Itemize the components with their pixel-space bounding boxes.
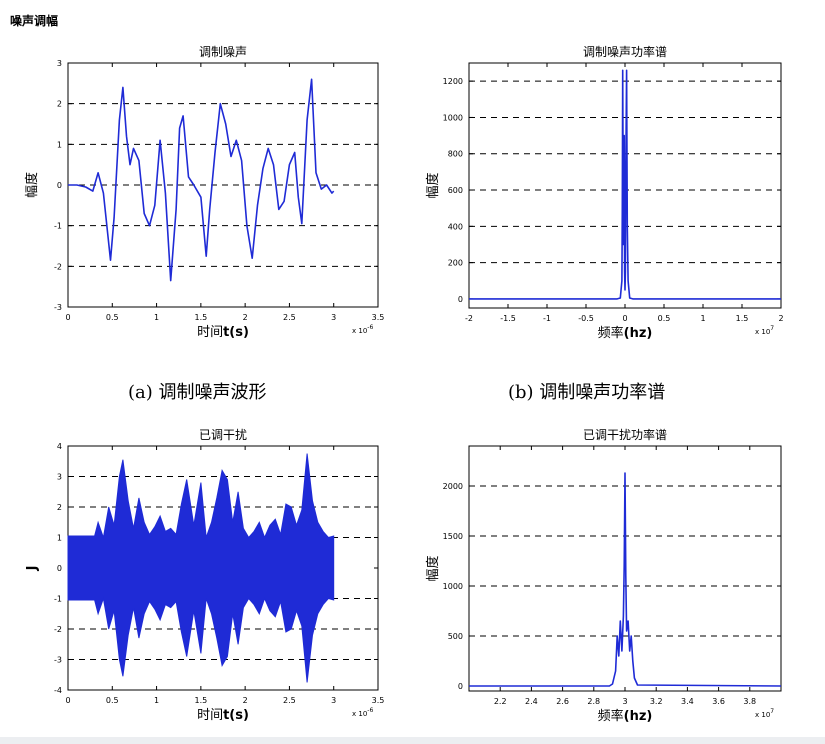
x-tick-label: 2	[243, 313, 248, 322]
x-axis-label-prefix: 时间	[197, 325, 223, 340]
y-tick-label: -3	[54, 303, 62, 312]
x-tick-label: 0.5	[106, 313, 119, 322]
x-tick-label: 1	[154, 313, 159, 322]
x-exponent: x 10-6	[352, 324, 373, 335]
y-tick-label: 3	[57, 59, 62, 68]
chart-title: 调制噪声	[199, 45, 247, 59]
y-tick-label: 1	[57, 140, 62, 149]
x-exponent-power: -6	[367, 324, 373, 331]
caption-a: (a) 调制噪声波形	[128, 382, 267, 403]
x-tick-label: 3.5	[372, 313, 385, 322]
x-exponent-base: x 10	[352, 327, 367, 335]
series-line	[68, 78, 335, 282]
bottom-scrollbar-strip	[0, 737, 825, 744]
x-tick-label: 3	[331, 313, 336, 322]
x-axis-label-unit: t(s)	[223, 325, 249, 340]
caption-b: (b) 调制噪声功率谱	[508, 382, 666, 403]
y-tick-label: 0	[57, 181, 62, 190]
x-tick-label: 0	[65, 313, 70, 322]
x-tick-label: 1.5	[194, 313, 207, 322]
x-tick-label: 2.5	[283, 313, 296, 322]
y-tick-label: 2	[57, 100, 62, 109]
x-axis-label: 时间t(s)	[197, 325, 249, 340]
y-axis-label: 幅度	[24, 172, 40, 198]
y-tick-label: -1	[54, 222, 62, 231]
page-title: 噪声调幅	[10, 14, 59, 28]
y-tick-label: -2	[54, 262, 62, 271]
